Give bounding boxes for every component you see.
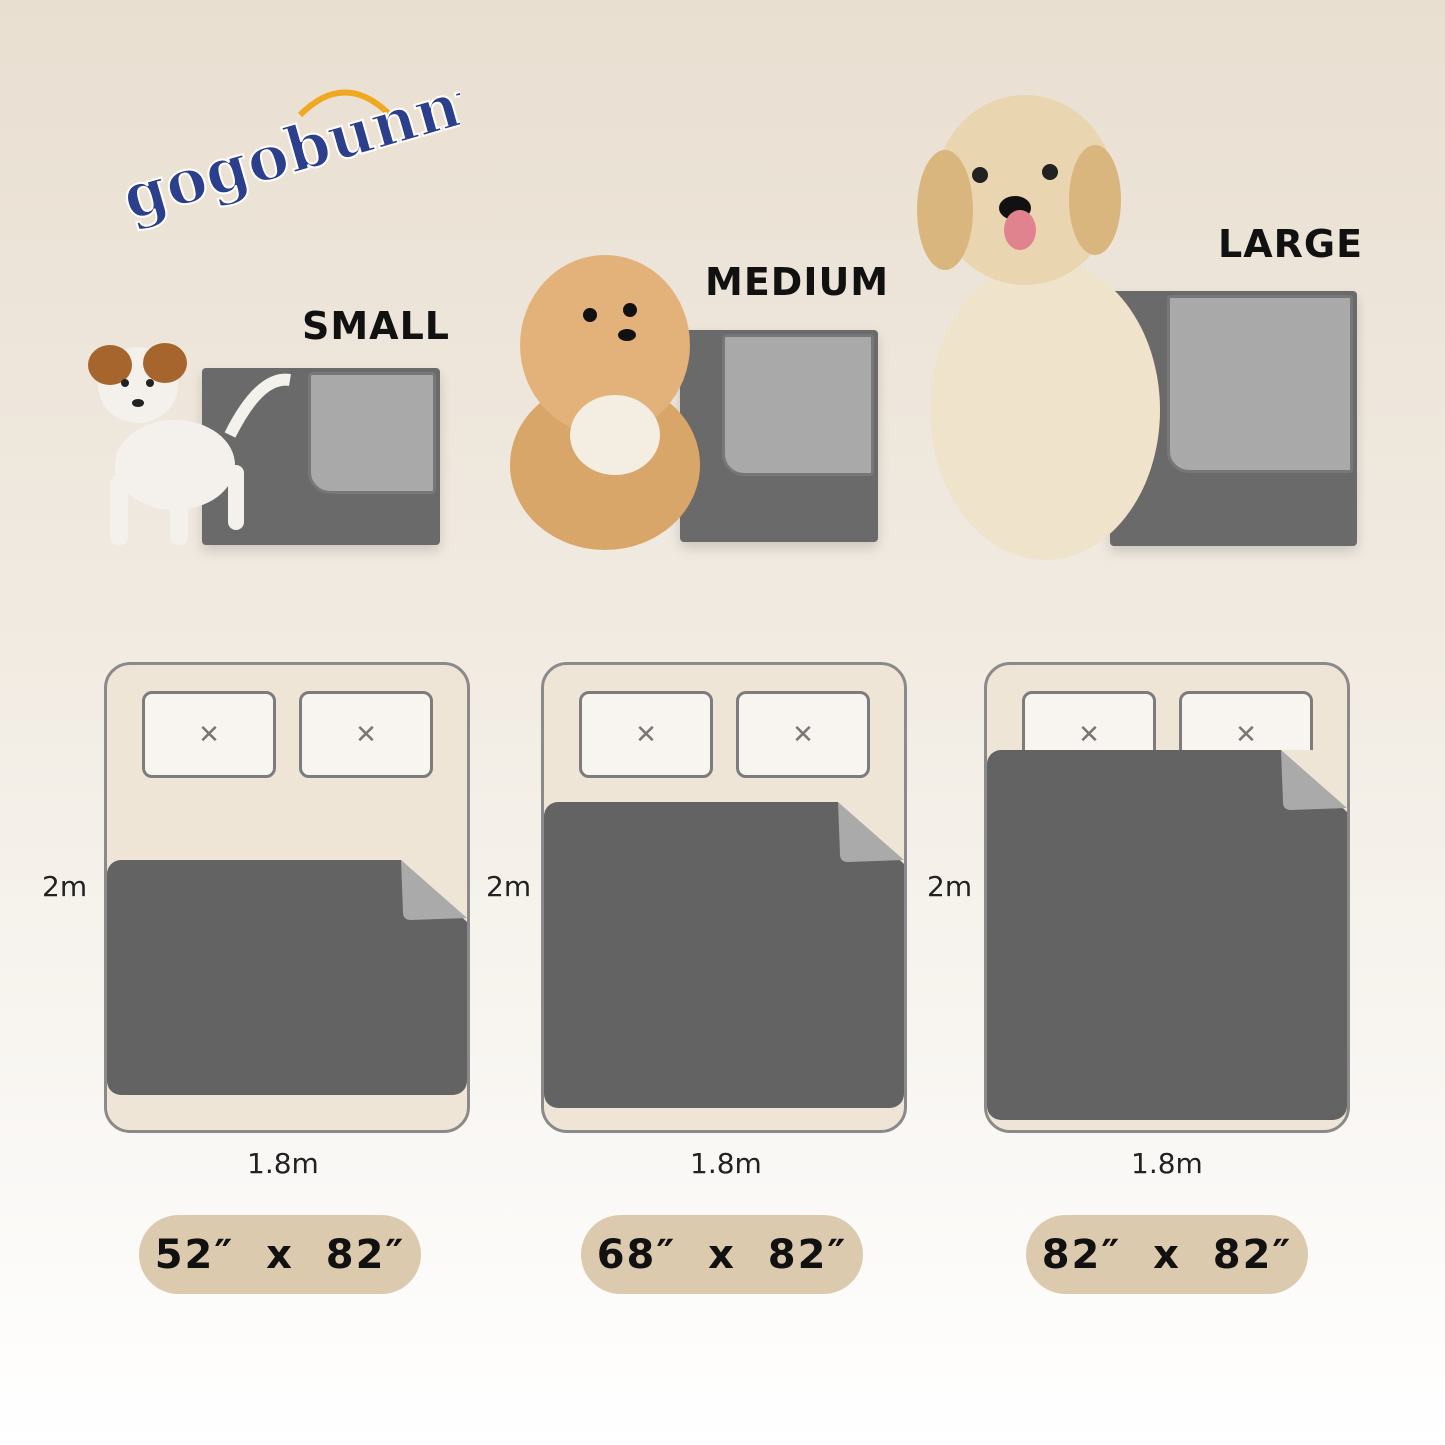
folded-corner [1281,750,1347,812]
blanket-medium [544,802,904,1108]
pillow: ✕ [579,691,713,778]
pillow: ✕ [736,691,870,778]
pillow: ✕ [299,691,433,778]
close-icon: ✕ [792,719,814,750]
close-icon: ✕ [1235,719,1257,750]
folded-corner [838,802,904,864]
width-label: 1.8m [690,1147,762,1180]
close-icon: ✕ [635,719,657,750]
height-label: 2m [42,870,88,903]
size-title-small: SMALL [302,304,451,348]
width-label: 1.8m [247,1147,319,1180]
size-dimensions-medium: 68″ x 82″ [581,1215,863,1294]
bed-diagram-medium: ✕ ✕ [541,662,907,1133]
height-label: 2m [486,870,532,903]
svg-text:gogobunny: gogobunny [120,70,460,234]
pillow: ✕ [142,691,276,778]
width-label: 1.8m [1131,1147,1203,1180]
bed-diagram-small: ✕ ✕ [104,662,470,1133]
bed-diagram-large: ✕ ✕ [984,662,1350,1133]
close-icon: ✕ [198,719,220,750]
size-title-large: LARGE [1218,222,1364,266]
small-dog-image [88,343,291,545]
folded-corner [401,860,467,922]
blanket-large [987,750,1347,1120]
medium-dog-image [510,255,700,550]
height-label: 2m [927,870,973,903]
size-title-medium: MEDIUM [705,260,890,304]
pad-medium-image [680,330,878,542]
large-dog-image [917,95,1160,560]
close-icon: ✕ [1078,719,1100,750]
size-dimensions-small: 52″ x 82″ [139,1215,421,1294]
pad-large-image [1110,291,1357,546]
close-icon: ✕ [355,719,377,750]
blanket-small [107,860,467,1095]
brand-logo: gogobunny [120,70,460,235]
size-dimensions-large: 82″ x 82″ [1026,1215,1308,1294]
